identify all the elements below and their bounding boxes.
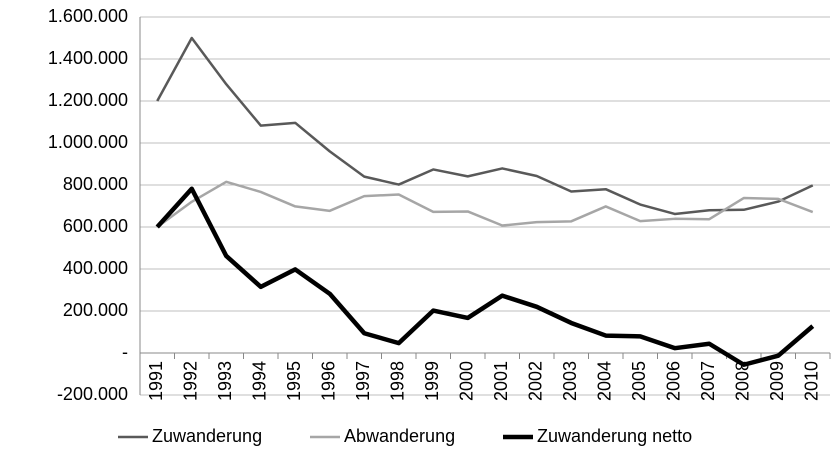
- x-tick-label: 1991: [146, 361, 166, 401]
- x-tick-label: 2002: [526, 361, 546, 401]
- legend-label: Abwanderung: [344, 426, 455, 446]
- x-tick-label: 2009: [767, 361, 787, 401]
- y-tick-label: 400.000: [63, 258, 128, 278]
- y-tick-label: 1.200.000: [48, 90, 128, 110]
- y-tick-label: -: [122, 342, 128, 362]
- x-tick-label: 1999: [422, 361, 442, 401]
- x-tick-label: 2001: [491, 361, 511, 401]
- y-tick-label: 1.600.000: [48, 6, 128, 26]
- x-tick-label: 2010: [802, 361, 822, 401]
- x-tick-label: 1996: [319, 361, 339, 401]
- y-tick-label: 200.000: [63, 300, 128, 320]
- line: [155, 186, 815, 368]
- x-tick-label: 2003: [560, 361, 580, 401]
- y-tick-label: 1.000.000: [48, 132, 128, 152]
- legend-label: Zuwanderung netto: [537, 426, 692, 446]
- x-tick-label: 2006: [664, 361, 684, 401]
- x-tick-label: 2000: [457, 361, 477, 401]
- line: [156, 180, 814, 229]
- x-tick-label: 2007: [698, 361, 718, 401]
- x-tick-label: 1992: [181, 361, 201, 401]
- legend-label: Zuwanderung: [152, 426, 262, 446]
- y-tick-label: 1.400.000: [48, 48, 128, 68]
- line: [156, 36, 814, 216]
- x-tick-label: 2008: [733, 361, 753, 401]
- x-tick-label: 1997: [353, 361, 373, 401]
- x-tick-label: 2005: [629, 361, 649, 401]
- x-tick-label: 2004: [595, 361, 615, 401]
- y-tick-label: 800.000: [63, 174, 128, 194]
- x-tick-label: 1998: [388, 361, 408, 401]
- x-tick-label: 1994: [250, 361, 270, 401]
- x-tick-label: 1995: [284, 361, 304, 401]
- x-tick-label: 1993: [215, 361, 235, 401]
- y-tick-label: 600.000: [63, 216, 128, 236]
- y-tick-label: -200.000: [57, 384, 128, 404]
